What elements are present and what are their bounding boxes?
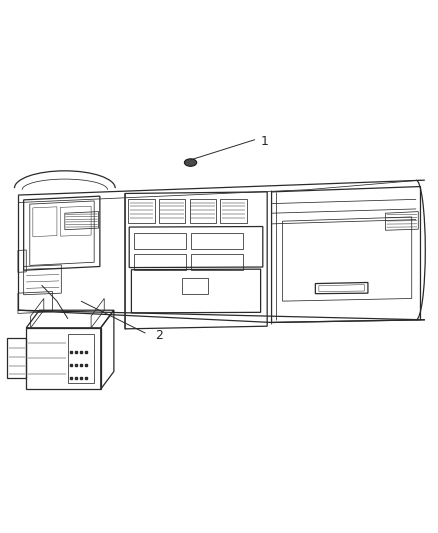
- Text: 2: 2: [155, 329, 163, 342]
- Ellipse shape: [184, 159, 197, 166]
- Text: 1: 1: [261, 135, 268, 148]
